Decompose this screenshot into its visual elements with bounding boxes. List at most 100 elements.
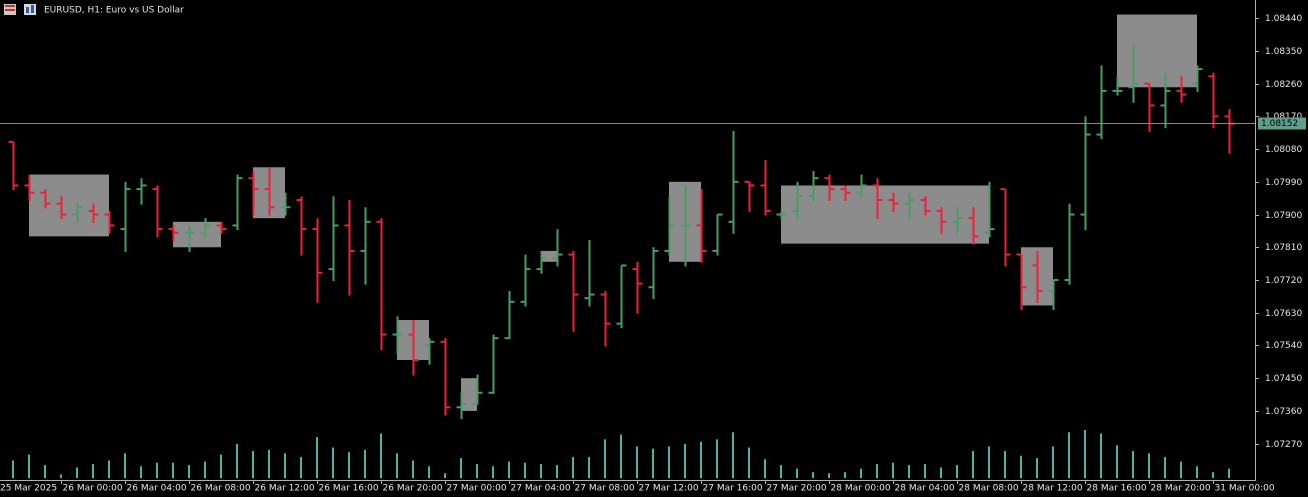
volume-bar bbox=[28, 454, 30, 478]
volume-bar bbox=[348, 452, 350, 478]
volume-bar bbox=[988, 446, 990, 478]
volume-bar bbox=[812, 472, 814, 478]
volume-bar bbox=[92, 463, 94, 478]
volume-bar bbox=[956, 465, 958, 478]
volume-bar bbox=[668, 446, 670, 478]
x-tick-label: 28 Mar 16:00 bbox=[1087, 484, 1147, 494]
volume-bar bbox=[124, 453, 126, 478]
y-tick-label: 1.07720 bbox=[1265, 276, 1302, 286]
volume-bar bbox=[44, 465, 46, 478]
volume-bar bbox=[1164, 456, 1166, 478]
volume-bar bbox=[492, 466, 494, 478]
icon bbox=[24, 4, 36, 15]
y-tick-label: 1.08350 bbox=[1265, 47, 1302, 57]
volume-bar bbox=[396, 453, 398, 478]
y-tick-label: 1.07990 bbox=[1265, 178, 1302, 188]
volume-bar bbox=[748, 447, 750, 478]
volume-bar bbox=[588, 456, 590, 478]
volume-bar bbox=[684, 444, 686, 478]
range-box bbox=[461, 378, 477, 411]
volume-bar bbox=[364, 449, 366, 478]
volume-bar bbox=[1084, 430, 1086, 478]
volume-bar bbox=[908, 465, 910, 478]
volume-bar bbox=[652, 448, 654, 478]
volume-bar bbox=[412, 460, 414, 478]
volume-bar bbox=[1020, 455, 1022, 478]
volume-bar bbox=[1116, 445, 1118, 478]
x-tick-label: 28 Mar 04:00 bbox=[895, 484, 955, 494]
range-box bbox=[781, 185, 989, 244]
volume-bar bbox=[732, 432, 734, 478]
y-tick-label: 1.08440 bbox=[1265, 14, 1302, 24]
symbol-icons bbox=[4, 4, 36, 15]
y-tick-label: 1.07630 bbox=[1265, 309, 1302, 319]
volume-bar bbox=[700, 441, 702, 478]
volume-bar bbox=[556, 465, 558, 478]
x-tick-label: 28 Mar 00:00 bbox=[831, 484, 891, 494]
y-tick-label: 1.08170 bbox=[1265, 112, 1302, 122]
volume-bar bbox=[540, 463, 542, 478]
x-tick-label: 26 Mar 12:00 bbox=[255, 484, 315, 494]
volume-bar bbox=[1052, 446, 1054, 478]
volume-bar bbox=[172, 462, 174, 478]
volume-bar bbox=[332, 447, 334, 478]
range-box bbox=[173, 221, 221, 248]
x-tick-label: 25 Mar 2025 bbox=[0, 484, 57, 494]
x-tick-label: 28 Mar 08:00 bbox=[959, 484, 1019, 494]
icon bbox=[5, 5, 15, 7]
x-tick-label: 27 Mar 16:00 bbox=[703, 484, 763, 494]
volume-bar bbox=[140, 466, 142, 478]
x-tick-label: 26 Mar 20:00 bbox=[383, 484, 443, 494]
y-tick-label: 1.08080 bbox=[1265, 145, 1302, 155]
x-tick-label: 28 Mar 20:00 bbox=[1151, 484, 1211, 494]
range-box bbox=[29, 174, 109, 237]
volume-bar bbox=[284, 453, 286, 478]
volume-bar bbox=[1212, 472, 1214, 478]
volume-bar bbox=[636, 446, 638, 478]
volume-bar bbox=[236, 444, 238, 478]
volume-bar bbox=[892, 462, 894, 478]
volume-bar bbox=[876, 463, 878, 478]
volume-bar bbox=[796, 468, 798, 478]
volume-bar bbox=[1004, 451, 1006, 478]
volume-bar bbox=[1196, 466, 1198, 478]
x-tick-label: 26 Mar 16:00 bbox=[319, 484, 379, 494]
volume-bar bbox=[108, 460, 110, 478]
volume-bar bbox=[12, 460, 14, 478]
volume-bar bbox=[1068, 432, 1070, 478]
chart-title: EURUSD, H1: Euro vs US Dollar bbox=[44, 6, 184, 16]
icon bbox=[26, 7, 29, 13]
volume-bar bbox=[508, 461, 510, 478]
volume-bar bbox=[76, 467, 78, 478]
y-tick-label: 1.07270 bbox=[1265, 440, 1302, 450]
x-tick-label: 26 Mar 00:00 bbox=[63, 484, 123, 494]
volume-bar bbox=[476, 463, 478, 478]
x-tick-label: 27 Mar 08:00 bbox=[575, 484, 635, 494]
volume-bar bbox=[300, 456, 302, 478]
y-tick-label: 1.07360 bbox=[1265, 407, 1302, 417]
volume-bar bbox=[1132, 451, 1134, 478]
volume-bar bbox=[268, 449, 270, 478]
volume-bar bbox=[716, 439, 718, 478]
last-price-label: 1.08152 bbox=[1261, 119, 1298, 129]
volume-bar bbox=[524, 462, 526, 478]
x-tick-label: 27 Mar 04:00 bbox=[511, 484, 571, 494]
volume-bar bbox=[1100, 433, 1102, 478]
volume-bar bbox=[604, 439, 606, 478]
volume-bar bbox=[220, 454, 222, 478]
x-tick-label: 27 Mar 00:00 bbox=[447, 484, 507, 494]
volume-bar bbox=[204, 461, 206, 478]
volume-bar bbox=[444, 473, 446, 478]
last-price-box bbox=[1258, 117, 1306, 130]
x-tick-label: 26 Mar 04:00 bbox=[127, 484, 187, 494]
range-box bbox=[541, 250, 557, 262]
volume-bar bbox=[620, 434, 622, 478]
icon bbox=[5, 9, 15, 11]
x-tick-label: 28 Mar 12:00 bbox=[1023, 484, 1083, 494]
x-tick-label: 27 Mar 20:00 bbox=[767, 484, 827, 494]
volume-bar bbox=[780, 465, 782, 478]
volume-bar bbox=[860, 468, 862, 478]
volume-bar bbox=[572, 456, 574, 478]
y-tick-label: 1.07900 bbox=[1265, 211, 1302, 221]
